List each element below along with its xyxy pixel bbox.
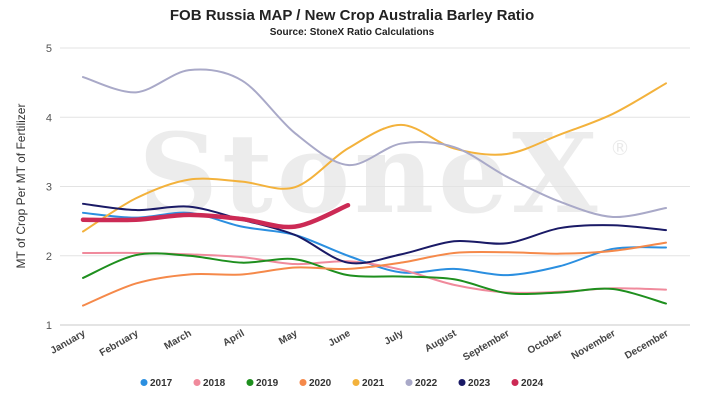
- legend-marker-2017: [140, 379, 148, 386]
- series-line-2020: [82, 241, 667, 307]
- series-line-2023: [82, 202, 667, 265]
- legend-label-2022[interactable]: 2022: [415, 378, 438, 389]
- x-tick-label: February: [98, 328, 141, 359]
- series-lines: [80, 68, 667, 307]
- y-axis-ticks: 1 2 3 4 5: [46, 43, 52, 332]
- series-line-2022: [82, 68, 667, 218]
- legend-marker-2022: [405, 379, 413, 386]
- chart-title: FOB Russia MAP / New Crop Australia Barl…: [170, 7, 534, 24]
- x-tick-label: April: [221, 328, 246, 349]
- legend-label-2019[interactable]: 2019: [256, 378, 279, 389]
- x-tick-label: September: [461, 328, 511, 363]
- y-axis-label: MT of Crop Per MT of Fertilizer: [14, 104, 28, 269]
- x-tick-label: October: [526, 328, 565, 357]
- legend-label-2020[interactable]: 2020: [309, 378, 332, 389]
- legend: 2017 2018 2019 2020 2021 2022 2023 2024: [140, 378, 544, 389]
- grid-lines: [60, 47, 690, 326]
- chart-subtitle: Source: StoneX Ratio Calculations: [270, 27, 435, 38]
- legend-marker-2023: [458, 379, 466, 386]
- legend-marker-2024: [511, 379, 519, 386]
- legend-marker-2020: [299, 379, 307, 386]
- y-tick-label: 4: [46, 112, 52, 124]
- legend-marker-2019: [246, 379, 254, 386]
- x-tick-label: November: [570, 328, 618, 362]
- series-line-2018: [82, 251, 667, 294]
- series-line-2021: [82, 82, 667, 233]
- x-tick-label: May: [277, 328, 300, 347]
- y-tick-label: 5: [46, 43, 52, 55]
- x-tick-label: August: [423, 328, 459, 355]
- y-tick-label: 3: [46, 182, 52, 194]
- x-tick-label: March: [162, 328, 193, 352]
- legend-marker-2018: [193, 379, 201, 386]
- y-tick-label: 1: [46, 320, 52, 332]
- x-tick-label: June: [327, 328, 353, 349]
- y-tick-label: 2: [46, 251, 52, 263]
- watermark-registered-mark: ®: [610, 136, 630, 160]
- legend-label-2018[interactable]: 2018: [203, 378, 226, 389]
- legend-marker-2021: [352, 379, 360, 386]
- legend-label-2024[interactable]: 2024: [521, 378, 544, 389]
- legend-label-2017[interactable]: 2017: [150, 378, 173, 389]
- legend-label-2023[interactable]: 2023: [468, 378, 491, 389]
- watermark: StoneX: [139, 109, 602, 238]
- x-tick-label: July: [383, 328, 406, 348]
- x-tick-label: January: [49, 328, 88, 357]
- series-line-2024: [80, 202, 351, 230]
- series-line-2019: [82, 252, 667, 305]
- x-axis-ticks: January February March April May June July Augu…: [49, 328, 671, 364]
- legend-label-2021[interactable]: 2021: [362, 378, 385, 389]
- x-tick-label: December: [623, 328, 670, 362]
